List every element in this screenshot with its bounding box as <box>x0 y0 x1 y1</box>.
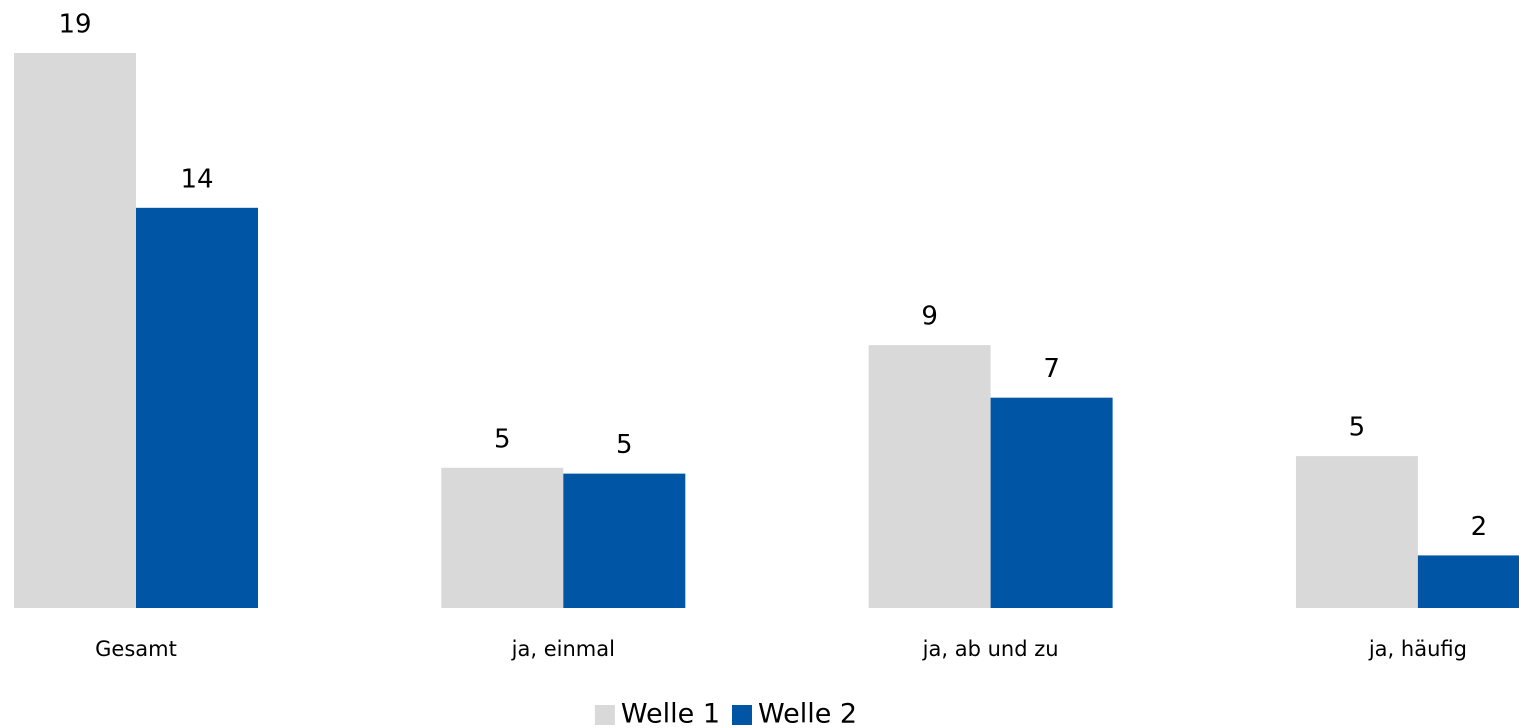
data-label: 7 <box>1043 354 1060 384</box>
bar <box>868 345 991 608</box>
legend-label: Welle 2 <box>758 699 857 728</box>
bar <box>1417 555 1519 608</box>
data-label: 14 <box>180 164 213 194</box>
bar <box>136 207 258 608</box>
bar <box>14 53 136 608</box>
legend-swatch <box>594 705 615 725</box>
bar <box>563 473 686 608</box>
data-label: 5 <box>494 424 511 454</box>
legend-swatch <box>732 705 752 725</box>
legend-label: Welle 1 <box>621 699 720 728</box>
x-tick-label: ja, einmal <box>511 637 615 661</box>
bar <box>441 467 564 608</box>
bar <box>990 397 1113 608</box>
x-tick-label: ja, ab und zu <box>922 637 1059 661</box>
legend: Welle 1 Welle 2 <box>594 699 857 728</box>
x-tick-label: Gesamt <box>95 637 177 661</box>
bar <box>1295 456 1418 608</box>
x-tick-label: ja, häufig <box>1368 637 1467 661</box>
data-label: 9 <box>921 302 938 332</box>
data-label: 5 <box>1349 413 1366 443</box>
data-label: 5 <box>616 430 633 460</box>
data-label: 2 <box>1471 512 1488 542</box>
data-label: 19 <box>58 10 91 40</box>
